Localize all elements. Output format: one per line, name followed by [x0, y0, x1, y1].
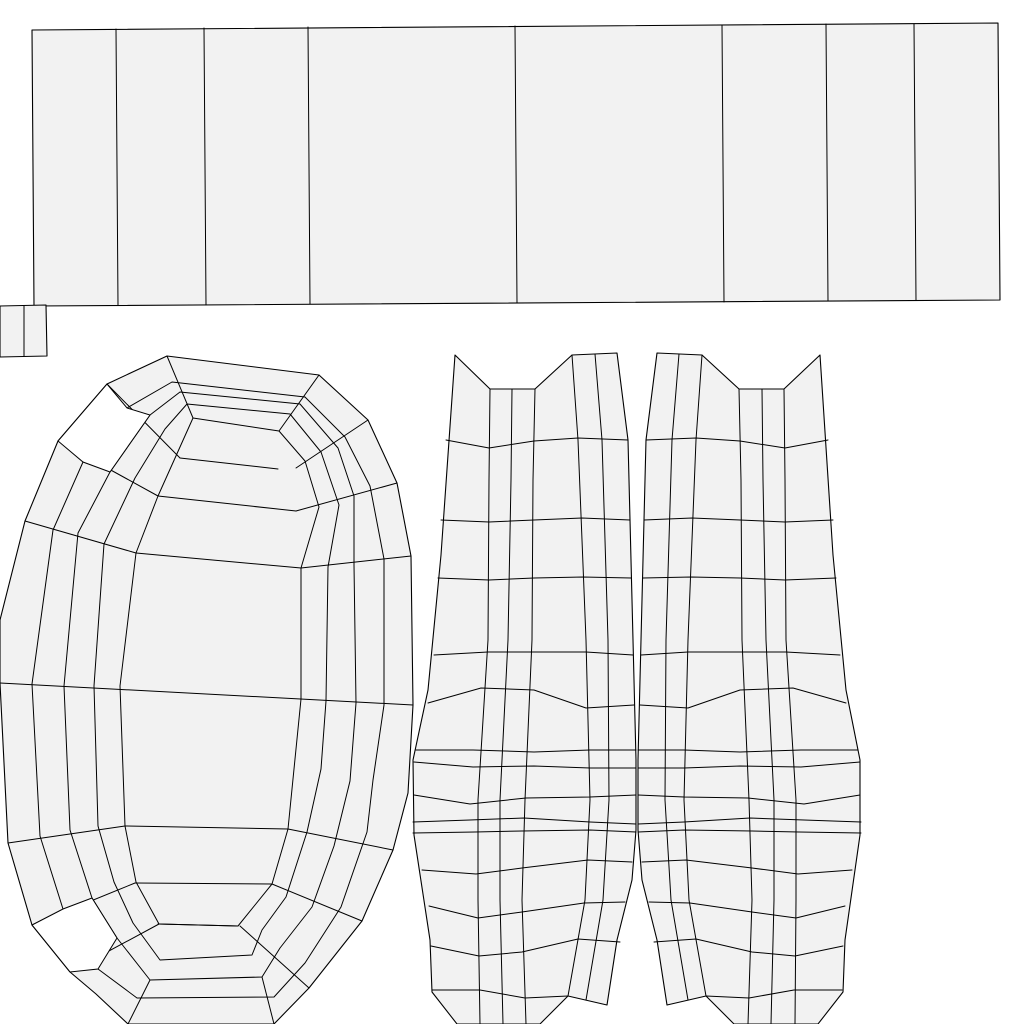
right-leg-island: [637, 352, 862, 1024]
oval-cap-outline: [0, 355, 414, 1024]
left-leg-island: [412, 352, 637, 1024]
oval-ring-1: [31, 381, 385, 999]
top-strip-island: [31, 22, 1001, 307]
small-square-island: [0, 304, 48, 358]
oval-gap-top-left: [57, 383, 151, 473]
oval-gap-bottom-left: [31, 897, 118, 973]
oval-cap-island: [0, 355, 414, 1024]
oval-ring-2: [63, 391, 357, 981]
oval-ring-3: [93, 403, 340, 961]
oval-ring-4: [119, 417, 320, 927]
top-strip-seams: [115, 23, 917, 306]
